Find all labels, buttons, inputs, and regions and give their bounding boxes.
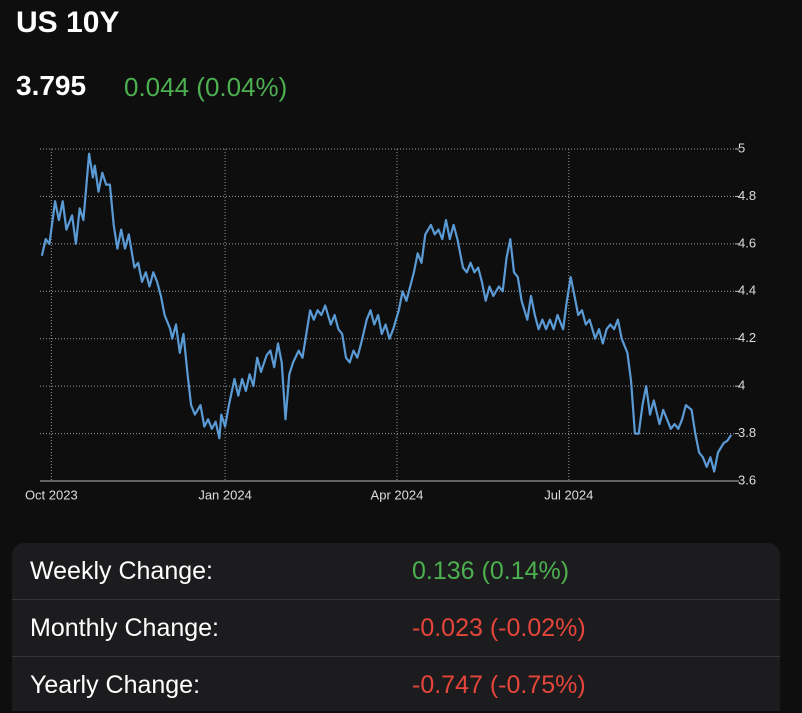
row-value: -0.747 (-0.75%) [412, 671, 586, 699]
y-tick-label: 4.2 [738, 330, 756, 345]
y-tick-label: 4.6 [738, 235, 756, 250]
price: 3.795 [16, 70, 87, 101]
y-tick-label: 4.8 [738, 188, 756, 203]
change-row: Monthly Change: -0.023 (-0.02%) [12, 600, 780, 657]
row-label: Yearly Change: [30, 671, 201, 699]
change-row: Weekly Change: 0.136 (0.14%) [12, 543, 780, 600]
x-tick-label: Jul 2024 [544, 487, 593, 502]
x-tick-label: Oct 2023 [25, 487, 78, 502]
row-value: 0.136 (0.14%) [412, 557, 570, 585]
y-tick-label: 3.8 [738, 425, 756, 440]
y-tick-label: 4 [738, 378, 745, 393]
price-change: 0.044 (0.04%) [124, 72, 288, 102]
row-value: -0.023 (-0.02%) [412, 614, 586, 642]
change-table: Weekly Change: 0.136 (0.14%) Monthly Chang… [12, 543, 780, 711]
chart: 3.6 3.8 4 4.2 4.4 4.6 4.8 5 Oct 2023 Jan 2024 Apr … [25, 140, 756, 502]
row-label: Monthly Change: [30, 614, 220, 642]
change-row: Yearly Change: -0.747 (-0.75%) [12, 657, 780, 713]
row-label: Weekly Change: [30, 557, 213, 585]
x-tick-label: Jan 2024 [198, 487, 252, 502]
x-tick-label: Apr 2024 [371, 487, 424, 502]
y-tick-label: 4.4 [738, 283, 756, 298]
ticker-title: US 10Y [16, 6, 120, 39]
price-line [40, 152, 733, 473]
y-tick-label: 5 [738, 140, 745, 155]
y-tick-label: 3.6 [738, 472, 756, 487]
